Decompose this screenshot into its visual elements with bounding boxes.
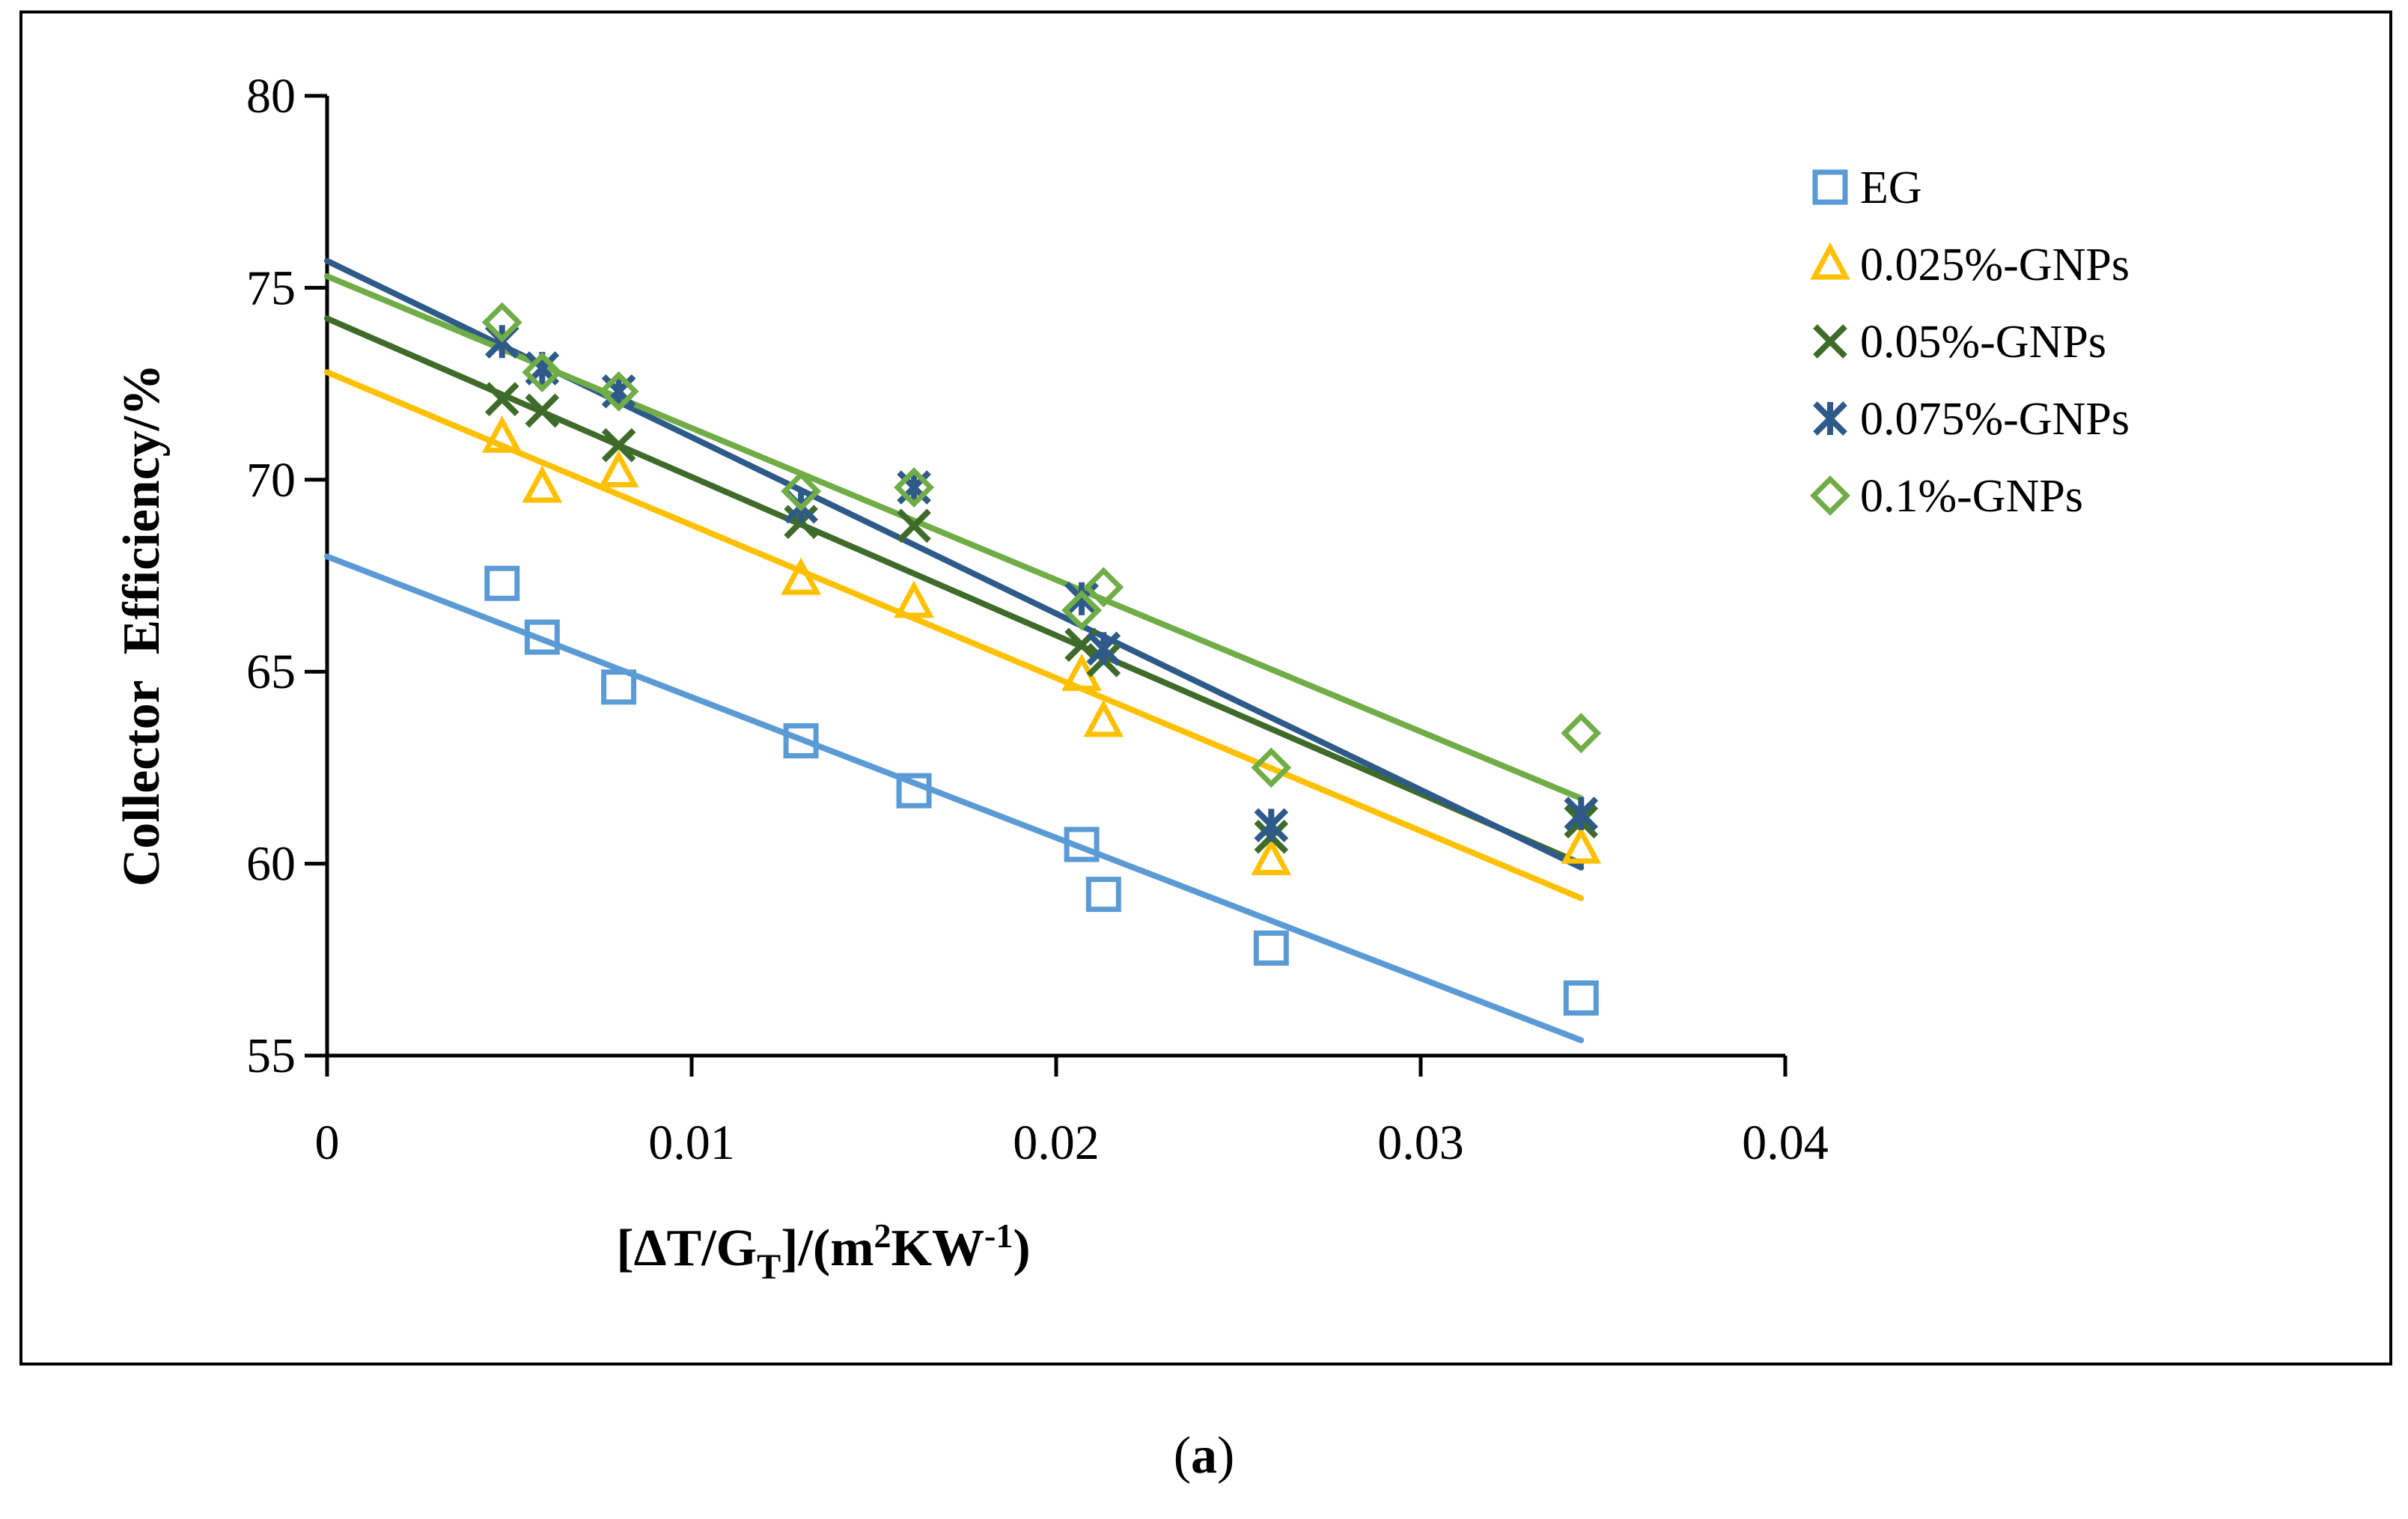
trendlines	[324, 258, 1585, 1044]
y-tick-label: 70	[246, 453, 296, 508]
data-point	[524, 619, 560, 655]
figure-frame	[19, 10, 2392, 1366]
x-axis-title-sup2: -1	[984, 1217, 1013, 1255]
legend-marker	[1810, 475, 1850, 516]
data-point	[1064, 581, 1099, 616]
data-point	[781, 471, 822, 512]
legend: EG 0.025%-GNPs 0.05%-GNPs 0.075%-GNPs 0.1%-G…	[1810, 162, 2130, 522]
data-point	[897, 508, 931, 544]
data-point	[894, 467, 935, 508]
axes: 55 60 65 70 75 80 0 0.01 0.02 0.03 0.04	[246, 69, 1829, 1170]
data-point	[481, 302, 522, 343]
x-axis-title-mid2: KW	[891, 1220, 984, 1277]
data-point	[1561, 826, 1602, 864]
data-point	[1254, 808, 1289, 843]
data-point	[1251, 838, 1292, 875]
x-axis-title-main: [ΔT/G	[616, 1220, 757, 1277]
data-point	[1251, 747, 1292, 788]
data-point	[1085, 877, 1121, 913]
caption-close: )	[1217, 1427, 1235, 1485]
data-point	[1061, 590, 1103, 631]
legend-label: 0.05%-GNPs	[1860, 317, 2106, 368]
data-point	[598, 450, 639, 488]
data-point	[896, 773, 932, 809]
y-axis-title: Collector Efficiency/%	[113, 364, 171, 887]
x-axis-title-sub: T	[757, 1247, 781, 1287]
y-tick-label: 65	[246, 645, 296, 699]
legend-marker	[1813, 401, 1847, 436]
legend-label: 0.1%-GNPs	[1860, 471, 2083, 522]
trendline	[324, 553, 1585, 1044]
x-axis-title-sup1: 2	[874, 1217, 891, 1255]
y-tick-label: 75	[246, 261, 296, 315]
y-tick-label: 80	[246, 69, 296, 124]
data-points	[481, 302, 1602, 1016]
trendline	[324, 315, 1585, 867]
data-point	[1086, 631, 1121, 666]
data-point	[522, 352, 563, 393]
data-point	[484, 565, 520, 601]
data-point	[598, 371, 639, 412]
data-point	[1563, 980, 1599, 1016]
data-point	[781, 557, 821, 595]
x-axis-title-end: )	[1013, 1220, 1030, 1277]
data-point	[894, 580, 934, 618]
data-point	[601, 427, 636, 463]
legend-marker	[1812, 169, 1848, 205]
legend-label: 0.075%-GNPs	[1860, 394, 2130, 445]
data-point	[1564, 797, 1599, 831]
x-tick-label: 0.02	[1013, 1115, 1100, 1170]
x-axis-title-mid: ]/(m	[781, 1220, 874, 1277]
figure-caption: (a)	[0, 1426, 2408, 1486]
data-point	[1064, 827, 1100, 862]
data-point	[897, 470, 931, 505]
data-point	[1253, 930, 1289, 966]
x-tick-label: 0.04	[1742, 1115, 1829, 1170]
legend-marker	[1813, 324, 1847, 359]
data-point	[1561, 713, 1602, 754]
legend-label: EG	[1860, 162, 1922, 213]
data-point	[1083, 699, 1124, 737]
y-tick-label: 60	[246, 837, 296, 892]
x-tick-label: 0	[315, 1115, 340, 1170]
data-point	[783, 723, 819, 759]
caption-letter: a	[1191, 1427, 1217, 1485]
data-point	[484, 382, 519, 416]
y-tick-label: 55	[246, 1029, 296, 1083]
data-point	[481, 415, 522, 453]
data-point	[601, 669, 637, 705]
caption-open: (	[1173, 1427, 1191, 1485]
x-axis-title: [ΔT/GT]/(m2KW-1)	[616, 1217, 1030, 1287]
legend-marker	[1810, 242, 1850, 280]
legend-label: 0.025%-GNPs	[1860, 240, 2130, 290]
data-point	[525, 393, 560, 428]
x-tick-label: 0.03	[1377, 1115, 1464, 1170]
data-point	[522, 465, 563, 503]
trendline	[324, 369, 1585, 901]
x-tick-label: 0.01	[648, 1115, 735, 1170]
data-point	[1083, 567, 1124, 608]
